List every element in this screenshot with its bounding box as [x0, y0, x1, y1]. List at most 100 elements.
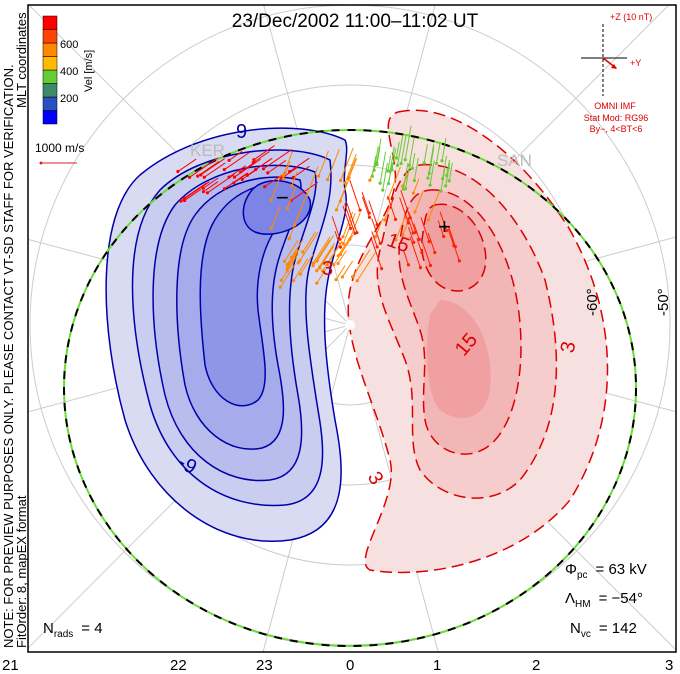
velocity-vector	[400, 135, 407, 164]
heppner-maynard-boundary-dash	[63, 129, 637, 647]
velocity-vector-origin	[269, 226, 273, 231]
mlt-label: 3	[665, 657, 673, 674]
velocity-vector	[341, 260, 354, 278]
velocity-vector	[337, 250, 347, 264]
velocity-vector-origin	[434, 161, 439, 166]
velocity-vector	[411, 153, 416, 169]
velocity-vector-origin	[285, 206, 290, 211]
velocity-vector	[316, 268, 327, 284]
contour-label: 3	[363, 468, 388, 489]
velocity-vector	[290, 181, 319, 201]
velocity-vector-origin	[394, 238, 398, 242]
cross-polar-potential: Φpc = 63 kV	[565, 561, 647, 581]
velocity-vector	[391, 148, 397, 170]
velocity-vector	[407, 217, 414, 234]
velocity-vector-origin	[290, 184, 294, 188]
velocity-vector-origin	[338, 252, 343, 257]
velocity-vector	[388, 162, 393, 184]
velocity-vector	[420, 217, 430, 242]
velocity-vector	[373, 146, 379, 171]
colorbar-tick: 400	[60, 66, 78, 78]
velocity-vector-origin	[422, 161, 426, 165]
velocity-vector-origin	[288, 169, 292, 174]
velocity-vector-origin	[298, 272, 303, 276]
velocity-vector	[429, 160, 435, 186]
imf-z-label: +Z (10 nT)	[610, 12, 652, 22]
velocity-vector-origin	[426, 176, 430, 180]
velocity-vector-origin	[383, 218, 387, 222]
velocity-vector-origin	[301, 250, 305, 254]
velocity-vector-origin	[411, 231, 415, 235]
velocity-vector-origin	[179, 199, 183, 203]
velocity-vector-origin	[370, 174, 374, 178]
velocity-vector	[318, 150, 329, 177]
velocity-vector-origin	[343, 181, 347, 185]
velocity-vector	[416, 237, 423, 253]
velocity-vector	[414, 190, 424, 213]
velocity-vector	[316, 235, 335, 262]
velocity-vector	[233, 172, 249, 184]
velocity-vector-origin	[311, 264, 315, 268]
velocity-vector-origin	[442, 234, 446, 239]
velocity-vector	[253, 145, 275, 161]
velocity-vector-origin	[355, 231, 359, 235]
velocity-vector	[427, 190, 441, 220]
velocity-vector-origin	[269, 198, 273, 202]
velocity-vector	[288, 249, 299, 265]
map-title: 23/Dec/2002 11:00–11:02 UT	[232, 11, 479, 32]
velocity-vector-origin	[348, 226, 353, 230]
lat-label-50: -50°	[655, 288, 672, 316]
velocity-vector-origin	[444, 229, 449, 233]
velocity-vector-origin	[338, 178, 343, 183]
velocity-vector-origin	[407, 163, 411, 167]
mlt-label: 0	[346, 657, 354, 674]
contour-label: 3	[322, 258, 333, 280]
stat-model: Stat Mod: RG96	[584, 113, 649, 123]
velocity-vector-origin	[387, 182, 391, 186]
velocity-vector	[247, 157, 273, 176]
potential-maximum-marker: +	[438, 214, 451, 239]
negative-potential-cell	[105, 127, 348, 542]
velocity-vector-origin	[414, 230, 418, 234]
velocity-vector-origin	[196, 174, 200, 178]
velocity-vector	[291, 171, 298, 187]
velocity-vector-origin	[427, 240, 431, 244]
velocity-vector	[427, 232, 436, 253]
velocity-vector-origin	[245, 173, 249, 177]
velocity-vector-origin	[334, 277, 338, 282]
imf-clock	[581, 24, 627, 96]
velocity-vector	[267, 160, 287, 174]
velocity-vector-origin	[374, 235, 378, 239]
velocity-vector-origin	[420, 250, 424, 255]
velocity-vector	[382, 163, 388, 191]
velocity-vector-origin	[355, 279, 359, 283]
velocity-vector	[423, 144, 428, 164]
velocity-vector	[327, 148, 340, 180]
velocity-vector	[344, 203, 356, 234]
velocity-vector	[439, 211, 448, 231]
velocity-vector	[387, 195, 397, 220]
velocity-vector	[445, 162, 451, 186]
velocity-vector	[224, 172, 248, 190]
velocity-vector	[207, 174, 235, 194]
velocity-vector	[282, 161, 291, 180]
velocity-vector	[336, 182, 348, 211]
velocity-vector	[306, 166, 319, 196]
velocity-vector-origin	[266, 171, 270, 175]
velocity-vector	[340, 234, 354, 255]
velocity-vector	[413, 157, 419, 181]
velocity-vector	[302, 231, 317, 253]
velocity-vector-origin	[222, 187, 227, 191]
colorbar-tick: 200	[60, 93, 78, 105]
velocity-vector-origin	[381, 188, 385, 192]
mlt-label: 1	[433, 657, 441, 674]
velocity-vector	[352, 249, 371, 278]
velocity-vector	[300, 253, 314, 275]
velocity-vector	[447, 228, 455, 246]
velocity-vector	[291, 238, 304, 258]
velocity-vector-origin	[403, 158, 407, 162]
velocity-vector-origin	[315, 268, 319, 273]
velocity-vector	[228, 165, 247, 178]
velocity-vector-origin	[399, 162, 403, 166]
